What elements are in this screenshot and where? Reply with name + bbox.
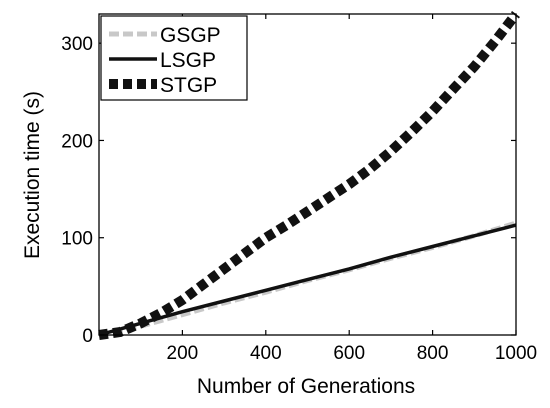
x-tick-label: 1000	[495, 343, 537, 364]
series-line-stgp	[98, 10, 520, 340]
legend-label-lsgp: LSGP	[160, 49, 216, 72]
legend-label-gsgp: GSGP	[160, 24, 221, 47]
axes: 200 400 600 800 1000 0 100 200 300	[61, 13, 537, 364]
y-tick-label: 200	[61, 131, 93, 152]
x-tick-label: 600	[333, 343, 365, 364]
y-axis-label: Execution time (s)	[21, 91, 44, 259]
x-tick-label: 200	[167, 343, 199, 364]
plot-area	[98, 10, 520, 340]
legend-label-stgp: STGP	[160, 74, 217, 97]
y-tick-label: 0	[82, 326, 93, 347]
y-tick-label: 300	[61, 34, 93, 55]
axes-frame	[98, 13, 517, 336]
x-axis-label: Number of Generations	[197, 375, 415, 398]
series-line-lsgp	[98, 223, 517, 337]
y-tick-label: 100	[61, 229, 93, 250]
x-tick-label: 800	[417, 343, 449, 364]
x-tick-label: 400	[250, 343, 282, 364]
